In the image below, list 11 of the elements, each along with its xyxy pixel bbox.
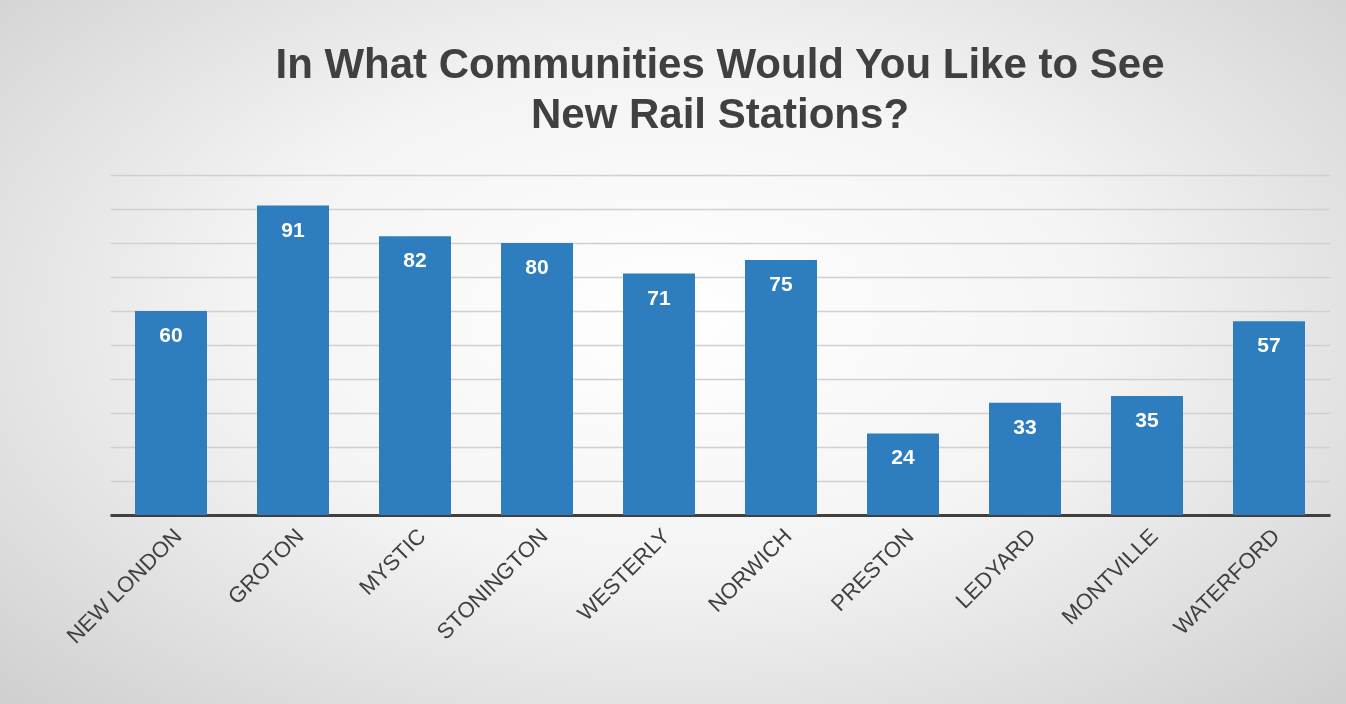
data-label: 91: [281, 217, 305, 241]
data-label: 80: [525, 255, 549, 278]
data-label: 33: [1013, 414, 1037, 438]
data-label: 71: [647, 285, 671, 309]
data-label: 82: [403, 248, 427, 272]
data-label: 57: [1257, 333, 1281, 357]
data-label: 60: [159, 323, 183, 346]
data-label: 35: [1135, 408, 1159, 431]
chart-title: In What Communities Would You Like to See New Rail Stations?: [275, 40, 1165, 137]
data-label: 75: [769, 272, 793, 295]
data-label: 24: [891, 445, 915, 469]
